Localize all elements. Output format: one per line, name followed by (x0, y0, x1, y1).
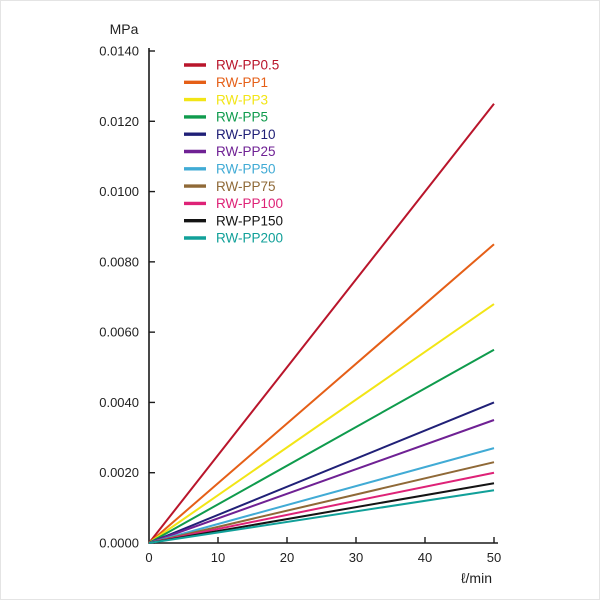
legend-label: RW-PP200 (216, 231, 283, 246)
legend-label: RW-PP0.5 (216, 58, 279, 73)
series-line-rw-pp10 (148, 401, 495, 544)
legend-label: RW-PP10 (216, 127, 276, 142)
legend-label: RW-PP50 (216, 162, 276, 177)
legend-item-rw-pp75: RW-PP75 (184, 179, 276, 194)
legend-item-rw-pp3: RW-PP3 (184, 92, 268, 107)
legend: RW-PP0.5 RW-PP1 RW-PP3 RW-PP5 RW-PP10 RW-PP25… (184, 58, 283, 246)
y-tick-label: 0.0100 (99, 184, 139, 199)
x-tick-label: 0 (145, 550, 152, 565)
series-line-rw-pp150 (148, 482, 495, 544)
legend-item-rw-pp10: RW-PP10 (184, 127, 276, 142)
legend-item-rw-pp1: RW-PP1 (184, 75, 268, 90)
legend-label: RW-PP5 (216, 110, 268, 125)
y-tick-label: 0.0120 (99, 114, 139, 129)
legend-label: RW-PP1 (216, 75, 268, 90)
y-tick-label: 0.0020 (99, 465, 139, 480)
legend-item-rw-pp25: RW-PP25 (184, 144, 276, 159)
y-tick-label: 0.0000 (99, 536, 139, 551)
legend-item-rw-pp100: RW-PP100 (184, 196, 283, 211)
x-axis-unit-label: ℓ/min (461, 570, 492, 586)
legend-label: RW-PP3 (216, 92, 268, 107)
x-tick-label: 50 (487, 550, 501, 565)
series-line-rw-pp5 (148, 348, 495, 544)
series-line-rw-pp100 (148, 471, 495, 544)
y-tick-label: 0.0080 (99, 254, 139, 269)
legend-item-rw-pp200: RW-PP200 (184, 231, 283, 246)
axis-lines (148, 48, 498, 544)
y-axis-unit-label: MPa (110, 21, 139, 37)
legend-label: RW-PP75 (216, 179, 276, 194)
series-line-rw-pp200 (148, 489, 495, 544)
series-line-rw-pp25 (148, 419, 495, 544)
x-tick-label: 30 (349, 550, 363, 565)
legend-label: RW-PP100 (216, 196, 283, 211)
legend-label: RW-PP150 (216, 213, 283, 228)
legend-item-rw-pp150: RW-PP150 (184, 213, 283, 228)
y-tick-label: 0.0040 (99, 395, 139, 410)
series-line-rw-pp50 (148, 447, 495, 544)
legend-item-rw-pp0.5: RW-PP0.5 (184, 58, 279, 73)
y-tick-label: 0.0060 (99, 325, 139, 340)
series-line-rw-pp3 (148, 303, 495, 544)
series-line-rw-pp75 (148, 461, 495, 544)
plot-lines (148, 103, 495, 544)
series-line-rw-pp1 (148, 243, 495, 544)
legend-item-rw-pp50: RW-PP50 (184, 162, 276, 177)
series-line-rw-pp0.5 (148, 103, 495, 544)
legend-label: RW-PP25 (216, 144, 276, 159)
legend-item-rw-pp5: RW-PP5 (184, 110, 268, 125)
y-tick-label: 0.0140 (99, 44, 139, 59)
x-tick-label: 20 (280, 550, 294, 565)
x-tick-label: 10 (211, 550, 225, 565)
axes: 0.0000 0.0020 0.0040 0.0060 0.0080 0.0100 0.01… (99, 44, 501, 566)
x-tick-label: 40 (418, 550, 432, 565)
